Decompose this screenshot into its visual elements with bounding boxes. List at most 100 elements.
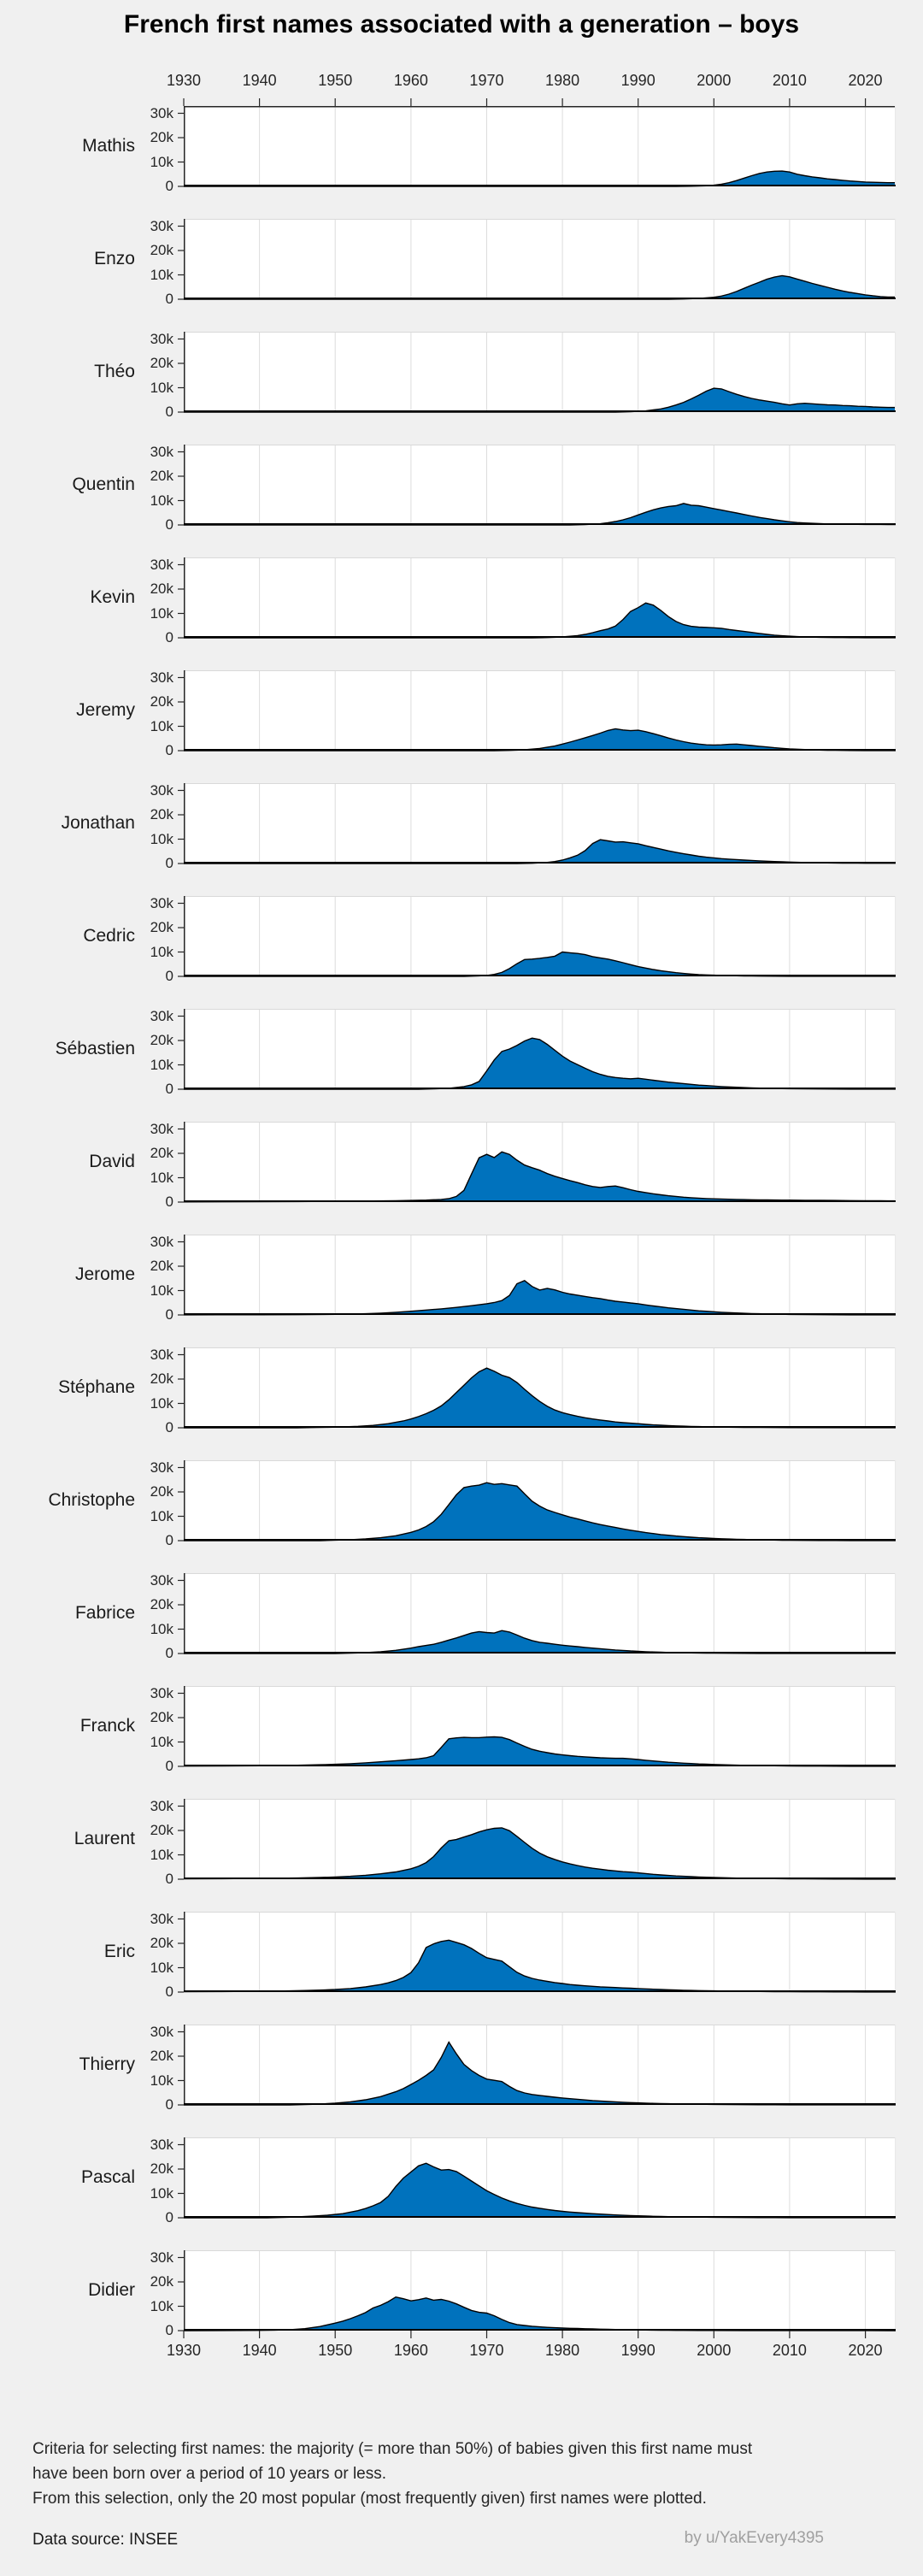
row-label: Sébastien <box>55 1039 135 1058</box>
y-tick-label: 30k <box>150 2136 173 2153</box>
subplot-row: Pascal 30k 20k 10k 0 <box>0 2137 923 2250</box>
x-tick-label: 2000 <box>697 2342 732 2359</box>
y-tick-label: 0 <box>165 1306 173 1323</box>
area-chart: 30k 20k 10k 0 <box>150 1347 896 1435</box>
subplot-row: David 30k 20k 10k 0 <box>0 1120 923 1235</box>
y-tick-label: 10k <box>150 2072 173 2089</box>
subplot-row: Eric 30k 20k 10k 0 <box>0 1911 923 2025</box>
y-tick-label: 20k <box>150 1371 173 1388</box>
area-chart-svg <box>178 1122 896 1203</box>
y-tick-label: 30k <box>150 1459 173 1476</box>
subplot-row: Enzo 30k 20k 10k 0 <box>0 218 923 332</box>
y-tick-label: 10k <box>150 266 173 283</box>
y-tick-label: 0 <box>165 2322 173 2338</box>
y-tick-label: 0 <box>165 1419 173 1435</box>
area-chart-svg <box>178 557 896 639</box>
plots: Mathis 30k 20k 10k 0 Enzo 30k 20k 10k 0 Théo 3… <box>0 98 923 2363</box>
y-tick-label: 30k <box>150 894 173 911</box>
footer-criteria: Criteria for selecting first names: the … <box>32 2437 891 2511</box>
area-chart: 30k 20k 10k 0 <box>150 2024 896 2113</box>
row-label: Franck <box>79 1716 135 1736</box>
x-tick-label: 1960 <box>393 72 428 89</box>
y-tick-label: 10k <box>150 830 173 847</box>
y-tick-label: 0 <box>165 1645 173 1661</box>
footer-line: have been born over a period of 10 years… <box>32 2465 387 2483</box>
y-tick-label: 10k <box>150 1620 173 1637</box>
area-chart: 30k 20k 10k 0 <box>150 218 896 307</box>
x-tick-label: 1970 <box>469 72 504 89</box>
area-chart: 30k 20k 10k 0 <box>150 2249 896 2338</box>
y-tick-label: 20k <box>150 2160 173 2178</box>
area-chart: 30k 20k 10k 0 <box>150 1008 896 1097</box>
subplot-row: Fabrice 30k 20k 10k 0 <box>0 1572 923 1686</box>
y-tick-label: 20k <box>150 242 173 259</box>
area-chart-svg <box>178 1573 896 1654</box>
y-tick-label: 10k <box>150 1507 173 1524</box>
row-label: Jerome <box>74 1264 135 1284</box>
chart-title: French first names associated with a gen… <box>123 10 800 38</box>
area-chart: 30k 20k 10k 0 <box>150 98 896 194</box>
row-label: David <box>89 1152 135 1171</box>
y-tick-label: 10k <box>150 1282 173 1299</box>
author-credit: by u/YakEvery4395 <box>684 2529 824 2547</box>
y-tick-label: 10k <box>150 717 173 734</box>
x-tick-label: 1980 <box>545 72 580 89</box>
row-label: Cedric <box>83 926 135 946</box>
subplot-row: Sébastien 30k 20k 10k 0 <box>0 1008 923 1122</box>
y-tick-label: 30k <box>150 443 173 460</box>
x-tick-label: 1960 <box>393 2342 428 2359</box>
y-tick-label: 30k <box>150 781 173 799</box>
area-chart: 30k 20k 10k 0 <box>150 669 896 758</box>
row-label: Quentin <box>72 475 135 494</box>
row-label: Kevin <box>90 587 135 607</box>
area-chart-svg <box>178 1009 896 1090</box>
y-tick-label: 20k <box>150 919 173 936</box>
x-tick-label: 1930 <box>166 72 202 89</box>
subplot-row: Jeremy 30k 20k 10k 0 <box>0 669 923 783</box>
y-tick-label: 30k <box>150 1120 173 1137</box>
y-tick-label: 10k <box>150 2297 173 2314</box>
y-tick-label: 30k <box>150 104 173 121</box>
area-chart-svg <box>178 896 896 977</box>
x-tick-label: 2020 <box>848 72 883 89</box>
area-chart-svg <box>178 332 896 413</box>
area-chart-svg <box>178 1460 896 1541</box>
data-source: Data source: INSEE <box>32 2531 179 2549</box>
y-tick-label: 0 <box>165 1758 173 1774</box>
y-tick-label: 30k <box>150 669 173 686</box>
y-tick-label: 20k <box>150 581 173 598</box>
x-tick-label: 2010 <box>772 2342 807 2359</box>
y-tick-label: 20k <box>150 1032 173 1049</box>
y-tick-label: 30k <box>150 556 173 573</box>
y-tick-label: 20k <box>150 1483 173 1500</box>
x-tick-label: 1970 <box>469 2342 504 2359</box>
x-tick-label: 1980 <box>545 2342 580 2359</box>
y-tick-label: 0 <box>165 2096 173 2113</box>
row-label: Eric <box>103 1942 135 1961</box>
y-tick-label: 0 <box>165 1194 173 1210</box>
y-tick-label: 30k <box>150 217 173 234</box>
area-chart-svg <box>178 1799 896 1880</box>
y-tick-label: 0 <box>165 968 173 984</box>
row-label: Didier <box>88 2280 135 2300</box>
area-chart: 30k 20k 10k 0 <box>150 895 896 984</box>
subplot-row: Théo 30k 20k 10k 0 <box>0 331 923 445</box>
x-tick-label: 1990 <box>620 72 656 89</box>
area-chart: 30k 20k 10k 0 <box>150 1798 896 1887</box>
x-tick-label: 2000 <box>697 72 732 89</box>
y-tick-label: 20k <box>150 355 173 372</box>
row-label: Stéphane <box>58 1377 135 1397</box>
area-chart-svg <box>178 2137 896 2219</box>
y-tick-label: 0 <box>165 629 173 645</box>
y-tick-label: 30k <box>150 1233 173 1250</box>
y-tick-label: 10k <box>150 1846 173 1863</box>
area-chart-svg <box>178 1347 896 1429</box>
area-chart-svg <box>178 219 896 300</box>
y-tick-label: 30k <box>150 1797 173 1814</box>
y-tick-label: 0 <box>165 1984 173 2000</box>
y-tick-label: 30k <box>150 1346 173 1363</box>
subplot-row: Jerome 30k 20k 10k 0 <box>0 1233 923 1347</box>
y-tick-label: 20k <box>150 1596 173 1613</box>
subplot-row: Thierry 30k 20k 10k 0 <box>0 2024 923 2137</box>
area-chart-svg <box>178 1912 896 1993</box>
